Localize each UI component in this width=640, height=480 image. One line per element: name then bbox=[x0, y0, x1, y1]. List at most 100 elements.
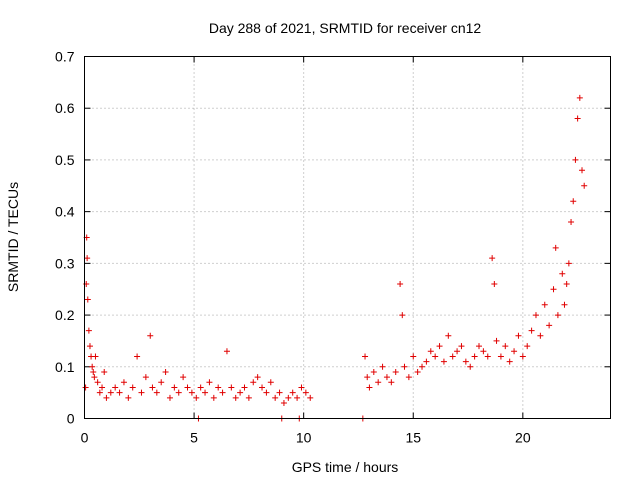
x-axis-label: GPS time / hours bbox=[292, 459, 399, 475]
data-point bbox=[84, 296, 91, 303]
data-point bbox=[206, 379, 213, 386]
data-point bbox=[147, 332, 154, 339]
data-point bbox=[158, 379, 165, 386]
data-point bbox=[180, 374, 187, 381]
data-point bbox=[405, 374, 412, 381]
data-point bbox=[493, 337, 500, 344]
axis-ticks: 0 0.1 0.2 0.3 0.4 0.5 0.6 0.7 0 5 10 15 20 bbox=[55, 49, 611, 446]
y-axis-label: SRMTID / TECUs bbox=[5, 182, 21, 292]
data-point bbox=[232, 394, 239, 401]
data-point bbox=[149, 384, 156, 391]
data-point bbox=[574, 115, 581, 122]
data-point bbox=[219, 389, 226, 396]
data-point bbox=[423, 358, 430, 365]
data-point bbox=[241, 384, 248, 391]
data-point bbox=[228, 384, 235, 391]
data-point bbox=[250, 379, 257, 386]
y-tick-label: 0.1 bbox=[55, 359, 75, 375]
data-point bbox=[285, 394, 292, 401]
data-point bbox=[99, 384, 106, 391]
data-point bbox=[171, 384, 178, 391]
data-point bbox=[541, 301, 548, 308]
data-point bbox=[120, 379, 127, 386]
data-point bbox=[223, 348, 230, 355]
data-point bbox=[581, 182, 588, 189]
data-point bbox=[445, 332, 452, 339]
y-tick-label: 0 bbox=[67, 411, 75, 427]
data-point bbox=[138, 389, 145, 396]
data-point bbox=[532, 312, 539, 319]
data-point bbox=[427, 348, 434, 355]
y-tick-label: 0.6 bbox=[55, 100, 75, 116]
data-point bbox=[112, 384, 119, 391]
data-point bbox=[237, 389, 244, 396]
data-point bbox=[397, 281, 404, 288]
data-point bbox=[125, 394, 132, 401]
data-point bbox=[565, 260, 572, 267]
data-point bbox=[572, 156, 579, 163]
data-point bbox=[298, 384, 305, 391]
data-point bbox=[134, 353, 141, 360]
data-point bbox=[471, 353, 478, 360]
data-point bbox=[370, 368, 377, 375]
data-point bbox=[307, 394, 314, 401]
data-point bbox=[399, 312, 406, 319]
data-point bbox=[276, 389, 283, 396]
data-point bbox=[272, 394, 279, 401]
data-point bbox=[91, 374, 98, 381]
data-point bbox=[449, 353, 456, 360]
data-point bbox=[193, 394, 200, 401]
data-point bbox=[280, 399, 287, 406]
data-point bbox=[528, 327, 535, 334]
data-point bbox=[245, 394, 252, 401]
data-point bbox=[153, 389, 160, 396]
data-point bbox=[129, 384, 136, 391]
data-point bbox=[579, 167, 586, 174]
data-point bbox=[267, 379, 274, 386]
data-point bbox=[484, 353, 491, 360]
data-point bbox=[197, 384, 204, 391]
data-point bbox=[254, 374, 261, 381]
data-point bbox=[383, 374, 390, 381]
data-point bbox=[188, 389, 195, 396]
data-point bbox=[552, 244, 559, 251]
data-point bbox=[162, 368, 169, 375]
data-point bbox=[458, 343, 465, 350]
data-point bbox=[366, 384, 373, 391]
data-point bbox=[89, 363, 96, 370]
y-tick-label: 0.5 bbox=[55, 152, 75, 168]
data-point bbox=[570, 198, 577, 205]
data-point bbox=[392, 368, 399, 375]
data-point bbox=[184, 384, 191, 391]
data-point bbox=[364, 374, 371, 381]
grid bbox=[84, 56, 611, 419]
data-point bbox=[524, 343, 531, 350]
data-point bbox=[476, 343, 482, 350]
data-point bbox=[294, 394, 301, 401]
data-point bbox=[414, 368, 421, 375]
data-point bbox=[559, 270, 566, 277]
data-point bbox=[90, 368, 97, 375]
data-point bbox=[107, 389, 114, 396]
data-point bbox=[519, 353, 526, 360]
data-point bbox=[388, 379, 395, 386]
x-tick-label: 0 bbox=[81, 430, 89, 446]
data-point bbox=[467, 363, 474, 370]
data-point bbox=[537, 332, 544, 339]
data-point bbox=[96, 389, 103, 396]
data-point bbox=[502, 343, 509, 350]
plot-frame bbox=[84, 56, 611, 419]
data-point bbox=[86, 343, 93, 350]
data-point bbox=[576, 94, 583, 101]
data-point bbox=[462, 358, 469, 365]
data-point bbox=[401, 363, 408, 370]
x-tick-label: 20 bbox=[515, 430, 531, 446]
y-tick-label: 0.3 bbox=[55, 255, 75, 271]
chart-title: Day 288 of 2021, SRMTID for receiver cn1… bbox=[209, 20, 482, 36]
data-point bbox=[82, 384, 89, 391]
data-point bbox=[375, 379, 382, 386]
data-point bbox=[101, 368, 108, 375]
data-point bbox=[563, 281, 570, 288]
y-tick-label: 0.4 bbox=[55, 204, 75, 220]
